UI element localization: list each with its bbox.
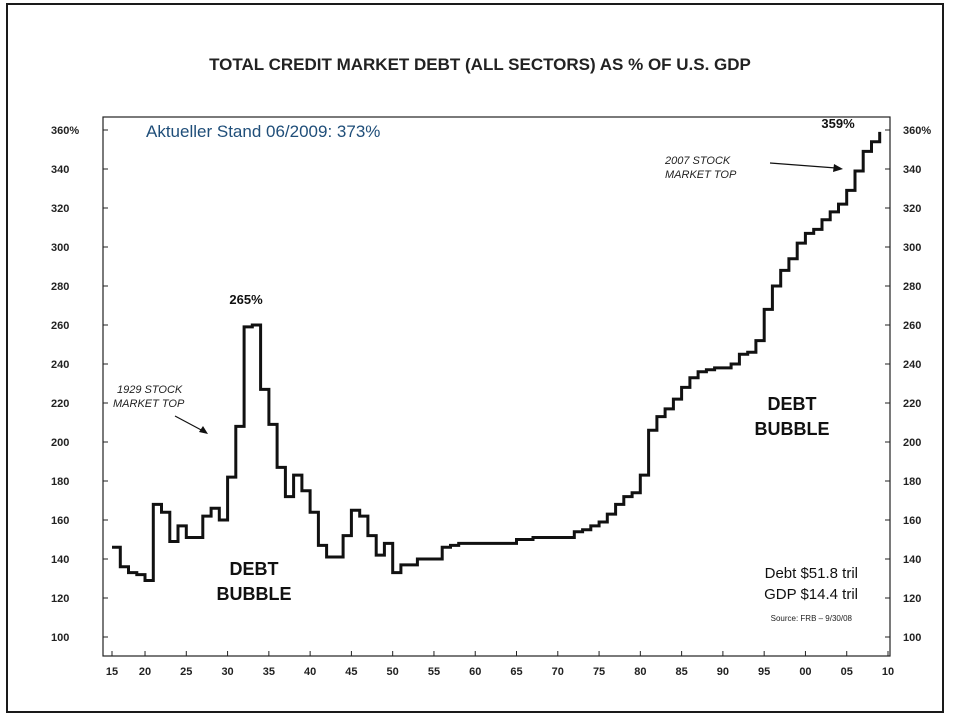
y-axis-right: 100 120 140 160 180 200 220 240 260 280 300 320 340 3…	[885, 125, 931, 644]
y-tick-label-left: 120	[51, 593, 69, 605]
y-tick-label-right: 140	[903, 554, 921, 566]
debt-gdp-series-line	[112, 131, 882, 582]
y-tick-label-right: 280	[903, 281, 921, 293]
y-tick-label-right: 200	[903, 437, 921, 449]
y-axis-left: 100 120 140 160 180 200 220 240 260 280 300 320 340 3…	[51, 125, 108, 644]
note-1929-line1: 1929 STOCK	[117, 384, 183, 396]
source-text: Source: FRB – 9/30/08	[771, 614, 853, 623]
x-tick-label: 55	[428, 666, 440, 678]
y-tick-label-left: 300	[51, 242, 69, 254]
arrow-1929-head	[199, 426, 208, 434]
y-tick-label-right: 240	[903, 359, 921, 371]
y-tick-label-left: 240	[51, 359, 69, 371]
y-tick-label-right: 120	[903, 593, 921, 605]
arrow-2007	[769, 162, 837, 169]
x-tick-label: 45	[345, 666, 357, 678]
x-tick-label: 00	[799, 666, 811, 678]
chart-title: TOTAL CREDIT MARKET DEBT (ALL SECTORS) A…	[209, 55, 751, 74]
note-1929-line2: MARKET TOP	[113, 398, 185, 410]
x-tick-label: 40	[304, 666, 316, 678]
y-tick-label-right: 220	[903, 398, 921, 410]
y-tick-label-left: 260	[51, 320, 69, 332]
x-tick-label: 35	[263, 666, 275, 678]
debt-bubble-right-line2: BUBBLE	[755, 419, 830, 439]
x-tick-label: 05	[841, 666, 853, 678]
x-tick-label: 50	[387, 666, 399, 678]
debt-bubble-right-line1: DEBT	[768, 394, 817, 414]
x-tick-label: 75	[593, 666, 605, 678]
y-tick-label-left: 100	[51, 632, 69, 644]
y-tick-label-left: 220	[51, 398, 69, 410]
peak-2008-label: 359%	[821, 116, 855, 131]
current-level-annotation: Aktueller Stand 06/2009: 373%	[146, 122, 380, 141]
y-tick-label-left: 140	[51, 554, 69, 566]
x-tick-label: 30	[221, 666, 233, 678]
x-tick-label: 80	[634, 666, 646, 678]
debt-bubble-left-line2: BUBBLE	[217, 584, 292, 604]
debt-total-text: Debt $51.8 tril	[765, 565, 858, 582]
debt-bubble-left-line1: DEBT	[230, 559, 279, 579]
y-tick-label-right: 260	[903, 320, 921, 332]
y-tick-label-right: 100	[903, 632, 921, 644]
x-tick-label: 65	[510, 666, 522, 678]
note-2007-line2: MARKET TOP	[665, 169, 737, 181]
y-tick-label-right: 360%	[903, 125, 931, 137]
y-tick-label-left: 320	[51, 203, 69, 215]
x-tick-label: 95	[758, 666, 770, 678]
arrow-1929	[174, 415, 206, 433]
x-tick-label: 70	[552, 666, 564, 678]
y-tick-label-right: 180	[903, 476, 921, 488]
y-tick-label-left: 340	[51, 164, 69, 176]
plot-area	[102, 116, 891, 657]
gdp-total-text: GDP $14.4 tril	[764, 586, 858, 603]
y-tick-label-left: 180	[51, 476, 69, 488]
note-2007-line1: 2007 STOCK	[664, 155, 731, 167]
y-tick-label-left: 200	[51, 437, 69, 449]
y-tick-label-left: 160	[51, 515, 69, 527]
chart-frame	[6, 3, 944, 713]
y-tick-label-left: 280	[51, 281, 69, 293]
y-tick-label-right: 160	[903, 515, 921, 527]
x-tick-label: 15	[106, 666, 118, 678]
arrow-2007-head	[833, 164, 843, 172]
x-tick-label: 90	[717, 666, 729, 678]
x-tick-label: 20	[139, 666, 151, 678]
x-tick-label: 10	[882, 666, 894, 678]
y-tick-label-right: 300	[903, 242, 921, 254]
x-axis: 15 20 25 30 35 40 45 50 55 60 65 70 75 80 85 90 95 00 05 10	[106, 651, 894, 678]
y-tick-label-right: 320	[903, 203, 921, 215]
x-tick-label: 60	[469, 666, 481, 678]
x-tick-label: 25	[180, 666, 192, 678]
y-tick-label-left: 360%	[51, 125, 79, 137]
peak-1932-label: 265%	[229, 292, 263, 307]
x-tick-label: 85	[675, 666, 687, 678]
y-tick-label-right: 340	[903, 164, 921, 176]
